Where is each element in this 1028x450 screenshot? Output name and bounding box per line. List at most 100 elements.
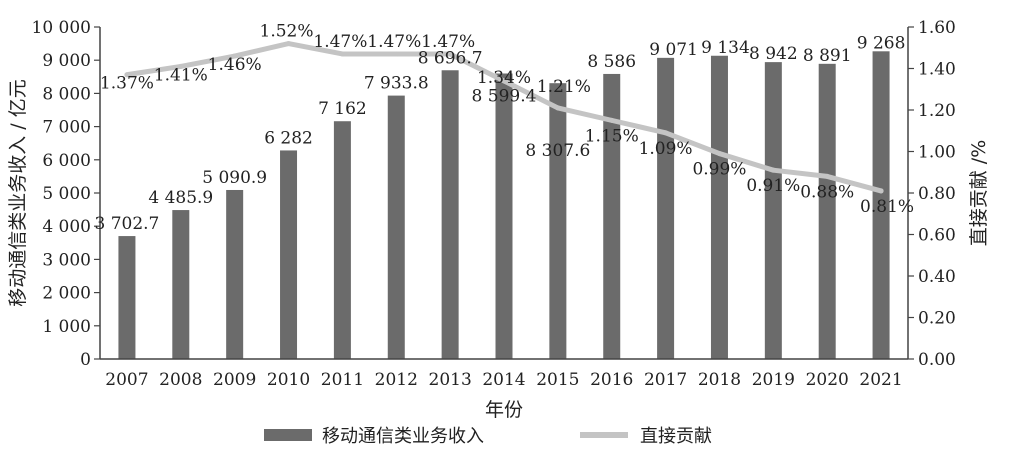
line-point (447, 51, 453, 57)
line-value-label: 0.81% (860, 197, 914, 217)
y-tick-label: 10 000 (32, 18, 91, 38)
y2-tick-label: 1.40 (918, 60, 956, 80)
bar-value-label: 8 599.4 (472, 86, 537, 106)
x-tick-label: 2012 (375, 370, 418, 390)
y-tick-label: 6 000 (42, 151, 91, 171)
bar (818, 63, 836, 360)
line-point (716, 151, 722, 157)
y2-axis-title: 直接贡献 /% (968, 140, 990, 247)
bar (549, 83, 567, 359)
bar-value-label: 9 134 (701, 38, 750, 58)
line-point (339, 51, 345, 57)
y-tick-label: 3 000 (42, 250, 91, 270)
line-point (393, 51, 399, 57)
y2-tick-label: 0.60 (918, 226, 956, 246)
line-value-label: 0.99% (692, 160, 746, 180)
line-point (555, 105, 561, 111)
x-tick-label: 2020 (806, 370, 849, 390)
y-tick-label: 2 000 (42, 284, 91, 304)
bar (872, 51, 890, 359)
x-tick-label: 2008 (159, 370, 202, 390)
y-tick-label: 5 000 (42, 184, 91, 204)
bar-value-label: 3 702.7 (94, 214, 159, 234)
x-tick-label: 2007 (105, 370, 148, 390)
bar-value-label: 7 933.8 (364, 74, 429, 94)
y-tick-label: 7 000 (42, 118, 91, 138)
tick-labels: 0 1 000 2 000 3 000 4 000 5 000 6 000 7 000 8 00… (32, 18, 956, 390)
bar-value-label: 8 696.7 (418, 48, 483, 68)
x-tick-label: 2010 (267, 370, 310, 390)
x-tick-label: 2015 (536, 370, 579, 390)
bar (387, 95, 405, 359)
legend-bar-label: 移动通信类业务收入 (322, 426, 484, 447)
y2-tick-label: 1.00 (918, 143, 956, 163)
legend-bar-swatch (264, 429, 312, 441)
bar-value-label: 4 485.9 (148, 188, 213, 208)
line-value-label: 1.34% (477, 68, 531, 88)
line-value-label: 1.47% (313, 32, 367, 52)
line-value-label: 1.21% (537, 77, 591, 97)
bar (441, 70, 459, 359)
bar (333, 121, 351, 359)
bar (657, 57, 675, 359)
bar-value-label: 8 942 (749, 44, 798, 64)
y2-tick-label: 1.60 (918, 18, 956, 38)
bar (710, 55, 728, 360)
x-tick-label: 2019 (752, 370, 795, 390)
x-tick-label: 2013 (429, 370, 472, 390)
line-value-label: 1.47% (367, 32, 421, 52)
y2-tick-label: 0.40 (918, 267, 956, 287)
bar (118, 236, 136, 359)
y-tick-label: 8 000 (42, 84, 91, 104)
bar (603, 73, 621, 360)
bar (495, 73, 513, 359)
y-tick-label: 1 000 (42, 317, 91, 337)
line-value-label: 1.09% (639, 139, 693, 159)
line-point (501, 78, 507, 84)
y-tick-label: 4 000 (42, 217, 91, 237)
y2-tick-label: 0.20 (918, 309, 956, 329)
line-value-label: 1.15% (585, 126, 639, 146)
y2-tick-label: 0.00 (918, 350, 956, 370)
bar-value-label: 8 307.6 (525, 141, 590, 161)
line-point (824, 173, 830, 179)
x-tick-label: 2021 (859, 370, 902, 390)
x-tick-label: 2014 (482, 370, 525, 390)
x-tick-label: 2011 (321, 370, 364, 390)
y-axis-title: 移动通信类业务收入 / 亿元 (7, 79, 29, 306)
line-point (124, 72, 130, 78)
x-tick-label: 2018 (698, 370, 741, 390)
bar-value-label: 5 090.9 (202, 168, 267, 188)
x-axis-title: 年份 (485, 399, 523, 421)
x-tick-label: 2017 (644, 370, 687, 390)
line-point (178, 63, 184, 69)
line-value-label: 0.91% (746, 176, 800, 196)
bar-value-label: 6 282 (264, 128, 313, 148)
bar-value-label: 9 268 (857, 33, 906, 53)
line-point (663, 130, 669, 136)
bar-value-label: 8 891 (803, 46, 852, 66)
y-tick-label: 9 000 (42, 51, 91, 71)
bar-value-label: 8 586 (587, 52, 636, 72)
legend-line-label: 直接贡献 (640, 426, 712, 447)
plot-area (118, 41, 890, 360)
line-point (232, 53, 238, 59)
line-value-label: 1.47% (421, 32, 475, 52)
line-point (878, 188, 884, 194)
bar (280, 150, 298, 359)
y2-tick-label: 0.80 (918, 184, 956, 204)
y2-tick-label: 1.20 (918, 101, 956, 121)
line-value-label: 1.52% (260, 22, 314, 42)
line-point (609, 117, 615, 123)
line-value-label: 0.88% (800, 182, 854, 202)
bar (172, 210, 190, 359)
line-value-label: 1.41% (154, 65, 208, 85)
line-point (286, 41, 292, 47)
bar-value-label: 9 071 (649, 40, 698, 60)
bar-value-label: 7 162 (318, 99, 367, 119)
bar (764, 62, 782, 359)
legend: 移动通信类业务收入 直接贡献 (264, 426, 712, 447)
line-value-label: 1.37% (100, 74, 154, 94)
